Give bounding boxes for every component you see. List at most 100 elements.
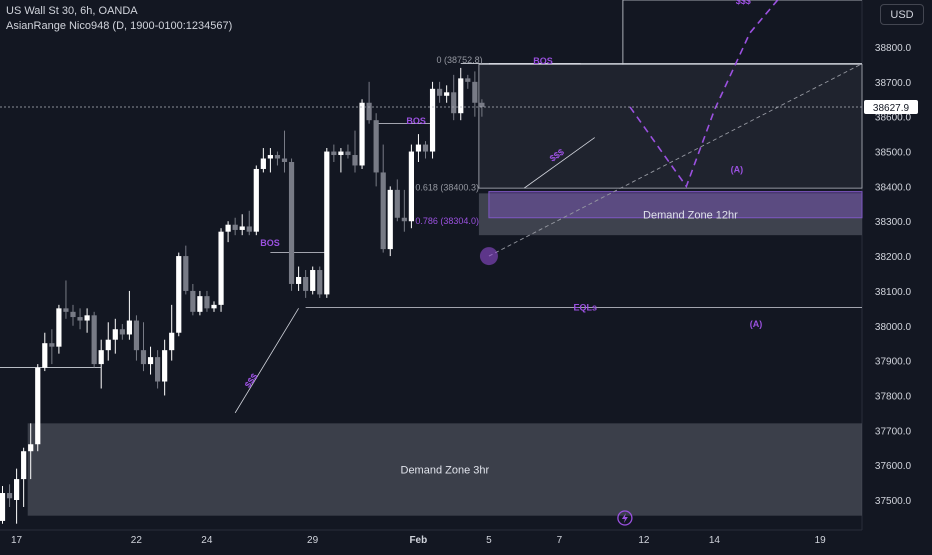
- candle-body: [63, 308, 69, 312]
- candle-body: [422, 144, 429, 152]
- time-tick-label: 29: [307, 535, 319, 546]
- indicator-label[interactable]: AsianRange Nico948 (D, 1900-0100:1234567…: [6, 20, 233, 32]
- candle-body: [260, 158, 266, 169]
- candle-body: [169, 332, 175, 351]
- candle-body: [232, 224, 238, 230]
- price-tick-label: 38200.0: [875, 252, 912, 263]
- candle-body: [472, 81, 478, 103]
- liquidity-label-low: $$$: [243, 372, 260, 390]
- candle-body: [415, 144, 422, 152]
- candle-body: [218, 231, 224, 305]
- candle-body: [444, 92, 450, 96]
- price-tick-label: 37500.0: [875, 496, 912, 507]
- fib-618-label: 0.618 (38400.3): [415, 182, 479, 192]
- candle-body: [119, 329, 125, 335]
- candle-body: [387, 189, 393, 250]
- candle-body: [246, 226, 252, 232]
- candle-body: [211, 304, 217, 309]
- time-tick-label: 17: [11, 535, 23, 546]
- candle-body: [6, 493, 13, 499]
- bos-label-mid: BOS: [406, 116, 426, 126]
- time-tick-label: 5: [486, 535, 492, 546]
- candle-body: [183, 256, 189, 291]
- candle-body: [394, 189, 400, 218]
- candle-body: [317, 270, 323, 295]
- current-price-tag: [864, 99, 918, 114]
- trendline-low: [234, 308, 299, 414]
- candle-body: [310, 270, 316, 291]
- price-tick-label: 37800.0: [875, 391, 912, 402]
- candle-body: [281, 158, 288, 162]
- candle-body: [84, 315, 90, 321]
- candle-body: [0, 493, 6, 521]
- price-tick-label: 38100.0: [875, 287, 912, 298]
- candle-body: [451, 92, 457, 114]
- candle-body: [162, 350, 168, 382]
- candle-body: [303, 276, 309, 291]
- projection-label-a2: (A): [750, 319, 763, 329]
- demand-zone-12hr-inner: [488, 191, 863, 219]
- candle-body: [296, 276, 302, 284]
- flash-icon: [617, 510, 633, 526]
- candle-body: [77, 317, 83, 321]
- demand-zone-3hr: [27, 423, 862, 516]
- sweep-marker: [479, 247, 498, 266]
- price-tick-label: 38300.0: [875, 217, 912, 228]
- time-tick-label: 12: [638, 535, 650, 546]
- candle-body: [338, 151, 344, 156]
- time-tick-label: 19: [815, 535, 827, 546]
- candle-body: [437, 88, 443, 96]
- supply-box: [478, 64, 863, 189]
- trendline-mid: [523, 137, 595, 189]
- candle-body: [429, 88, 436, 152]
- price-tick-label: 38800.0: [875, 43, 912, 54]
- time-tick-label: 14: [709, 535, 721, 546]
- candle-body: [373, 120, 379, 173]
- candle-body: [21, 451, 27, 480]
- candle-body: [331, 151, 337, 156]
- candle-body: [352, 155, 358, 166]
- price-tick-label: 38500.0: [875, 148, 912, 159]
- candle-body: [155, 357, 161, 382]
- candle-body: [288, 161, 295, 284]
- demand-zone-3hr-label: Demand Zone 3hr: [401, 465, 490, 477]
- fib-top-label: 0 (38752.8): [437, 55, 483, 65]
- candle-body: [176, 256, 182, 333]
- currency-button[interactable]: USD: [880, 4, 924, 25]
- candle-body: [56, 308, 62, 347]
- candle-body: [253, 168, 259, 232]
- price-tick-label: 37600.0: [875, 461, 912, 472]
- candle-body: [401, 217, 407, 222]
- candle-body: [70, 311, 76, 318]
- current-price-label: 38627.9: [873, 103, 910, 114]
- price-tick-label: 37700.0: [875, 426, 912, 437]
- price-tick-label: 37900.0: [875, 357, 912, 368]
- price-tick-label: 38700.0: [875, 78, 912, 89]
- projection-path: [629, 0, 779, 189]
- candle-body: [147, 357, 154, 365]
- candle-body: [98, 350, 104, 365]
- candle-body: [458, 78, 464, 114]
- price-tick-label: 38600.0: [875, 113, 912, 124]
- candle-body: [479, 102, 485, 107]
- candle-body: [359, 102, 365, 166]
- candle-body: [324, 151, 330, 295]
- projection-label-a1: (A): [731, 164, 744, 174]
- candle-body: [190, 290, 196, 312]
- candle-body: [105, 339, 111, 351]
- time-tick-label: 24: [201, 535, 213, 546]
- candle-body: [465, 78, 471, 82]
- lightning-icon: [621, 513, 628, 523]
- bos-label-low: BOS: [260, 238, 280, 248]
- candle-body: [274, 155, 281, 159]
- candle-body: [267, 155, 273, 159]
- time-tick-label: 22: [131, 535, 143, 546]
- time-tick-label: 7: [557, 535, 563, 546]
- candle-body: [140, 350, 147, 365]
- candle-body: [42, 343, 48, 368]
- candle-body: [408, 151, 414, 222]
- symbol-title: US Wall St 30, 6h, OANDA: [6, 5, 138, 17]
- fib-786-label: 0.786 (38304.0): [415, 216, 479, 226]
